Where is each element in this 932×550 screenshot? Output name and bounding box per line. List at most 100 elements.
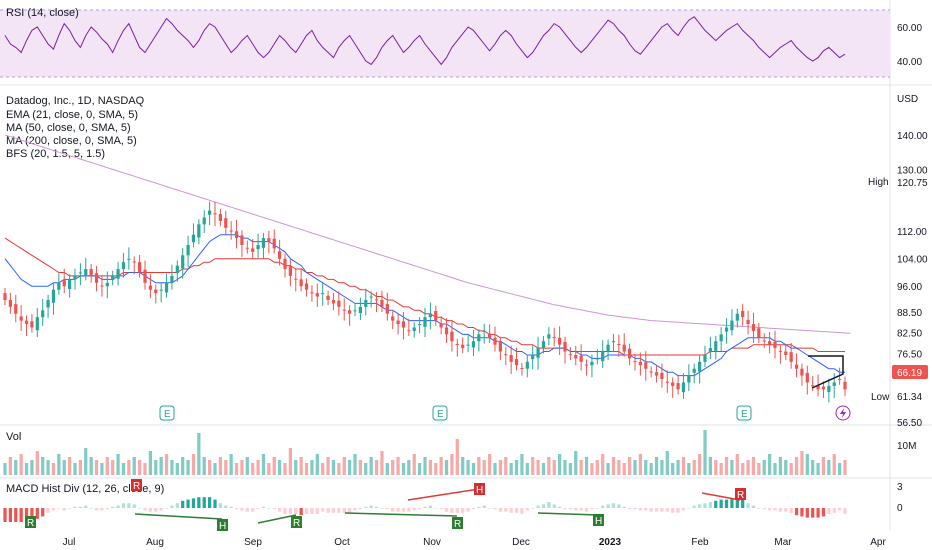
candle-body	[423, 317, 427, 327]
volume-bar	[278, 460, 282, 475]
volume-bar	[164, 454, 169, 475]
volume-bar	[353, 454, 357, 475]
macd-bar	[170, 505, 174, 508]
macd-bar	[724, 499, 729, 508]
candle-body	[450, 331, 454, 342]
macd-bar	[633, 508, 637, 510]
volume-bar	[821, 457, 826, 475]
candle-body	[191, 234, 196, 243]
volume-bar	[676, 460, 680, 475]
candle-body	[261, 238, 266, 248]
candle-body	[283, 258, 287, 270]
candle-body	[455, 343, 459, 345]
volume-bar	[741, 463, 745, 475]
macd-bar	[310, 508, 314, 514]
volume-bar	[401, 463, 406, 475]
volume-bar	[121, 463, 126, 475]
macd-tick-3: 3	[897, 482, 903, 493]
volume-bar	[757, 463, 761, 475]
volume-bar	[800, 451, 804, 475]
last-price-box	[892, 365, 928, 379]
time-tick: Sep	[244, 537, 262, 548]
macd-bar	[401, 508, 406, 512]
divergence-line	[701, 492, 741, 501]
volume-bar	[584, 457, 589, 475]
candle-body	[536, 348, 540, 358]
volume-bar	[396, 457, 400, 475]
time-tick: Feb	[691, 537, 709, 548]
candles	[3, 201, 847, 403]
macd-bar	[127, 503, 131, 508]
volume-bar	[579, 460, 583, 475]
volume-bar	[240, 460, 244, 475]
candle-body	[138, 262, 142, 273]
candle-body	[315, 293, 319, 297]
candle-body	[741, 310, 745, 318]
volume-bar	[461, 457, 465, 475]
macd-bar	[191, 498, 196, 508]
macd-bar	[611, 503, 616, 508]
candle-body	[51, 289, 56, 303]
volume-bar	[51, 463, 56, 475]
candle-body	[784, 351, 788, 355]
volume-bar	[644, 460, 648, 475]
volume-bar	[261, 454, 266, 475]
macd-bar	[353, 508, 357, 511]
volume-bar	[719, 463, 723, 475]
candle-body	[374, 299, 379, 301]
volume-bar	[30, 460, 34, 475]
volume-bar	[304, 463, 309, 475]
earnings-marker[interactable]: E	[159, 405, 175, 421]
ma200-line	[4, 134, 851, 334]
candle-body	[509, 354, 513, 362]
volume-bar	[181, 457, 185, 475]
volume-bar	[687, 463, 691, 475]
indicator-ema: EMA (21, close, 0, SMA, 5)	[6, 109, 138, 121]
candle-body	[202, 217, 206, 225]
volume-bar	[78, 460, 82, 475]
rsi-band	[0, 10, 890, 77]
candle-body	[676, 383, 680, 390]
volume-bar	[127, 460, 131, 475]
time-tick: Aug	[146, 537, 164, 548]
candle-body	[471, 341, 476, 348]
volume-bar	[692, 460, 696, 475]
rsi-tick-40: 40.00	[897, 57, 922, 68]
earnings-marker[interactable]: E	[736, 405, 752, 421]
macd-marker: R	[452, 517, 463, 530]
divergence-line	[134, 513, 223, 520]
svg-text:R: R	[293, 518, 300, 529]
volume-bar	[154, 460, 158, 475]
macd-bar	[773, 508, 777, 511]
candle-body	[687, 375, 691, 383]
volume-bar	[498, 460, 502, 475]
volume-bar	[698, 454, 702, 475]
candle-body	[127, 258, 131, 260]
volume-bar	[547, 457, 551, 475]
macd-bar	[789, 508, 793, 513]
candle-body	[186, 244, 190, 256]
candle-body	[638, 361, 642, 366]
high-value-box	[894, 176, 930, 189]
macd-bar	[380, 508, 384, 509]
volume-bar	[762, 460, 766, 475]
macd-bar	[78, 506, 82, 508]
lightning-icon[interactable]	[835, 405, 851, 421]
time-tick: Mar	[774, 537, 792, 548]
candle-body	[57, 282, 61, 290]
volume-bar	[541, 463, 546, 475]
divergence-line	[537, 512, 599, 516]
volume-bar	[68, 457, 72, 475]
volume-bar	[649, 463, 653, 475]
earnings-marker[interactable]: E	[432, 405, 448, 421]
candle-body	[116, 269, 120, 279]
candle-body	[821, 386, 826, 390]
macd-bar	[385, 508, 389, 510]
volume-bar	[138, 460, 142, 475]
candle-body	[622, 344, 626, 352]
macd-bar	[46, 508, 50, 513]
candle-body	[3, 293, 7, 300]
candle-body	[278, 251, 282, 259]
volume-bar	[730, 460, 734, 475]
